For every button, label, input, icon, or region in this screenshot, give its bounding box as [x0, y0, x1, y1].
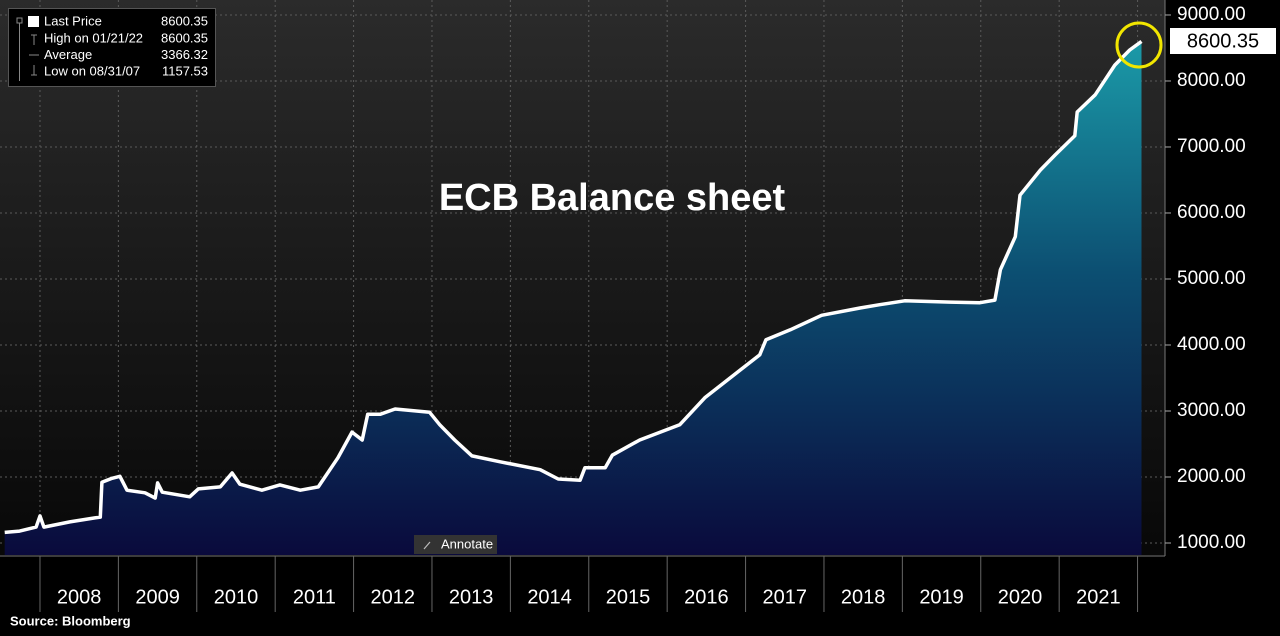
x-tick-label: 2020 — [998, 586, 1043, 608]
x-tick-label: 2011 — [293, 586, 336, 608]
y-tick-label: 8000.00 — [1177, 70, 1246, 91]
legend-box — [8, 8, 216, 87]
price-line — [4, 39, 1143, 535]
legend-label: Average — [44, 47, 92, 62]
y-tick-label: 1000.00 — [1177, 532, 1246, 553]
x-tick-label: 2009 — [135, 586, 180, 608]
button-bg[interactable] — [414, 535, 497, 554]
x-tick-label: 2008 — [57, 586, 102, 608]
x-tick-label: 2019 — [919, 586, 964, 608]
x-tick-label: 2013 — [449, 586, 494, 608]
last-price-box — [1170, 28, 1276, 54]
legend-value: 8600.35 — [161, 30, 208, 45]
legend-label: Last Price — [44, 13, 102, 28]
x-tick-label: 2014 — [527, 586, 572, 608]
x-tick-label: 2017 — [763, 586, 808, 608]
x-tick-label: 2010 — [214, 586, 259, 608]
highlight-circle — [1115, 21, 1163, 69]
area-fill — [4, 41, 1142, 555]
x-tick-label: 2012 — [371, 586, 416, 608]
legend-label: High on 01/21/22 — [44, 30, 143, 45]
x-tick-label: 2015 — [606, 586, 651, 608]
y-tick-label: 6000.00 — [1177, 202, 1246, 223]
marks — [4, 39, 1143, 555]
x-tick-label: 2016 — [684, 586, 729, 608]
legend-value: 1157.53 — [162, 63, 208, 78]
source: Source: Bloomberg — [10, 613, 131, 628]
legend-icons — [16, 17, 39, 81]
x-tick-label: 2021 — [1076, 586, 1121, 608]
pencil-icon — [423, 541, 431, 550]
last-price-label: 8600.35 — [1187, 30, 1259, 52]
axes: 1000.00 2000.00 3000.00 4000.00 5000.00 6000.… — [39, 4, 1246, 612]
legend: Last Price 8600.35 High on 01/21/22 8600.… — [8, 8, 216, 87]
y-tick-label: 7000.00 — [1177, 136, 1246, 157]
button-label[interactable]: Annotate — [441, 536, 493, 551]
y-tick-label: 4000.00 — [1177, 334, 1246, 355]
chart-title: ECB Balance sheet — [439, 177, 786, 219]
y-tick-label: 9000.00 — [1177, 4, 1246, 25]
legend-value: 3366.32 — [161, 47, 208, 62]
y-tick-label: 2000.00 — [1177, 466, 1246, 487]
annotate-button[interactable]: Annotate — [414, 535, 497, 554]
legend-value: 8600.35 — [161, 13, 208, 28]
x-tick-label: 2018 — [841, 586, 886, 608]
legend-label: Low on 08/31/07 — [44, 63, 140, 78]
legend-swatch — [28, 16, 39, 27]
y-tick-label: 5000.00 — [1177, 268, 1246, 289]
y-tick-label: 3000.00 — [1177, 400, 1246, 421]
